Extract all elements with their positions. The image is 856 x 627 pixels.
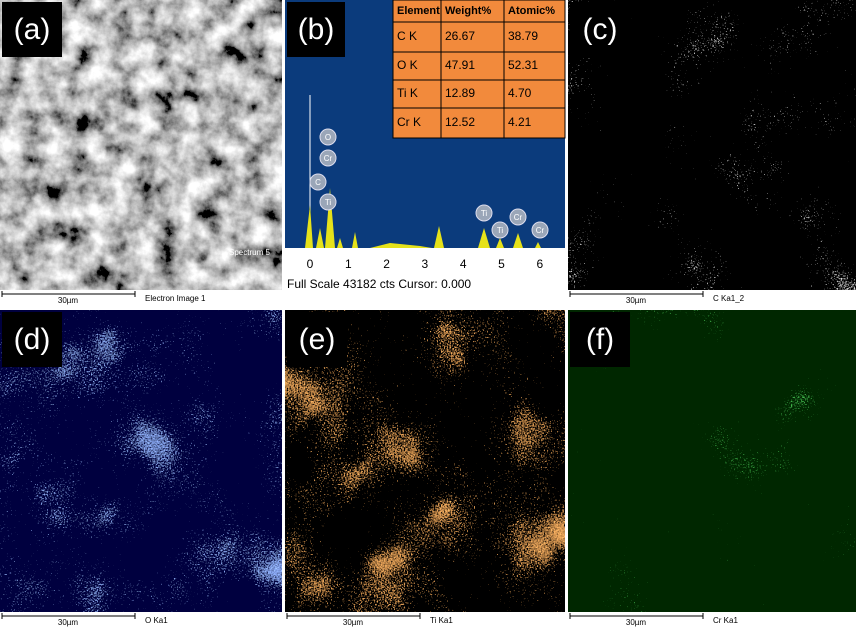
spectrum-peaks — [305, 188, 541, 248]
info-strip — [285, 612, 565, 627]
peak-label: Cr — [536, 226, 545, 235]
panel-label: (e) — [299, 323, 336, 356]
table-cell: 26.67 — [445, 29, 475, 43]
table-cell: O K — [397, 58, 418, 72]
scale-bar — [1, 613, 136, 619]
spectrum-footer: Full Scale 43182 cts Cursor: 0.000 — [287, 277, 471, 291]
peak-marker — [475, 204, 493, 222]
scale-label: 30µm — [58, 296, 79, 305]
info-strip — [568, 612, 856, 627]
scale-bar — [1, 291, 136, 297]
peak-marker — [309, 173, 327, 191]
scale-label: 30µm — [343, 618, 364, 627]
label-box — [2, 2, 62, 57]
peak-marker — [531, 221, 549, 239]
info-strip — [0, 612, 282, 627]
panel-label: (a) — [14, 13, 51, 46]
table-cell: 12.89 — [445, 86, 475, 100]
panel-label: (c) — [583, 13, 618, 46]
scale-label: 30µm — [626, 296, 647, 305]
panel-label: (b) — [298, 13, 335, 46]
scale-label: 30µm — [58, 618, 79, 627]
peak-label: Ti — [481, 209, 488, 218]
peak-marker — [319, 128, 337, 146]
caption: Electron Image 1 — [145, 294, 206, 303]
scale-bar — [569, 613, 704, 619]
label-box — [287, 2, 345, 57]
peak-label: O — [325, 133, 331, 142]
table-header: Element — [397, 5, 440, 17]
caption: Cr Ka1 — [713, 616, 738, 625]
table-grid — [393, 0, 565, 138]
caption: O Ka1 — [145, 616, 168, 625]
x-tick-label: 3 — [422, 257, 429, 271]
scale-bar — [286, 613, 421, 619]
peak-label: Ti — [325, 198, 332, 207]
caption: Ti Ka1 — [430, 616, 453, 625]
peak-marker — [509, 208, 527, 226]
table-cell: C K — [397, 29, 417, 43]
x-tick-label: 4 — [460, 257, 467, 271]
table-cell: 4.21 — [508, 115, 532, 129]
table-header: Weight% — [445, 5, 491, 17]
spectrum-annotation: Spectrum 5 — [229, 248, 270, 257]
table-header: Atomic% — [508, 5, 555, 17]
x-tick-label: 1 — [345, 257, 352, 271]
label-box — [2, 312, 62, 367]
scale-bar — [569, 291, 704, 297]
caption: C Ka1_2 — [713, 294, 745, 303]
info-strip — [568, 290, 856, 305]
peak-marker — [319, 193, 337, 211]
peak-label: Cr — [324, 154, 333, 163]
x-tick-label: 5 — [498, 257, 505, 271]
table-cell: 4.70 — [508, 86, 532, 100]
peak-label: C — [315, 178, 321, 187]
table-cell: Ti K — [397, 86, 418, 100]
peak-marker — [491, 221, 509, 239]
table-cell: 52.31 — [508, 58, 538, 72]
peak-marker — [319, 149, 337, 167]
x-tick-label: 0 — [307, 257, 314, 271]
x-tick-label: 6 — [536, 257, 543, 271]
label-box — [570, 2, 630, 57]
table-cell: Cr K — [397, 115, 421, 129]
label-box — [287, 312, 347, 367]
scale-label: 30µm — [626, 618, 647, 627]
x-tick-label: 2 — [383, 257, 390, 271]
table-cell: 38.79 — [508, 29, 538, 43]
table-bg — [392, 0, 566, 139]
peak-label: Cr — [514, 213, 523, 222]
peak-label: Ti — [497, 226, 504, 235]
panel-label: (d) — [14, 323, 51, 356]
table-cell: 12.52 — [445, 115, 475, 129]
panel-label: (f) — [586, 323, 614, 356]
info-strip — [0, 290, 282, 305]
label-box — [570, 312, 630, 367]
table-cell: 47.91 — [445, 58, 475, 72]
